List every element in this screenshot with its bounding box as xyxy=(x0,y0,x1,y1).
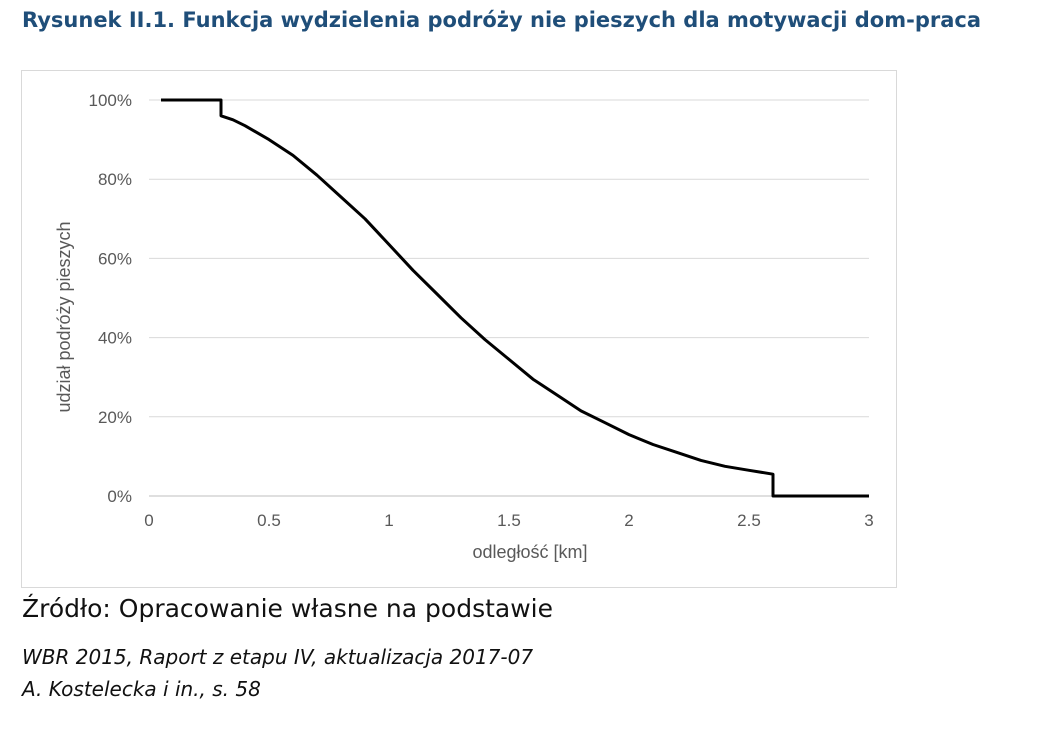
x-axis-ticks: 0 0.5 1 1.5 2 2.5 3 xyxy=(144,511,873,530)
y-tick-label: 40% xyxy=(98,329,132,348)
reference-line: A. Kostelecka i in., s. 58 xyxy=(22,677,261,701)
y-tick-label: 20% xyxy=(98,408,132,427)
y-axis-title: udział podróży pieszych xyxy=(54,221,74,412)
gridlines xyxy=(149,99,869,497)
y-axis-ticks: 0% 20% 40% 60% 80% 100% xyxy=(89,91,132,506)
series-line xyxy=(161,98,869,498)
source-caption: Źródło: Opracowanie własne na podstawie xyxy=(22,594,553,623)
reference-line: WBR 2015, Raport z etapu IV, aktualizacj… xyxy=(22,645,534,669)
y-tick-label: 100% xyxy=(89,91,132,110)
y-tick-label: 0% xyxy=(107,487,132,506)
y-tick-label: 80% xyxy=(98,170,132,189)
x-tick-label: 3 xyxy=(864,511,873,530)
x-tick-label: 1 xyxy=(384,511,393,530)
x-tick-label: 0.5 xyxy=(257,511,281,530)
figure-title: Rysunek II.1. Funkcja wydzielenia podróż… xyxy=(22,8,981,32)
y-tick-label: 60% xyxy=(98,249,132,268)
walking-share-chart: 0% 20% 40% 60% 80% 100% 0 0.5 1 1.5 2 2.5 3 odległo… xyxy=(54,91,874,562)
x-tick-label: 2 xyxy=(624,511,633,530)
x-tick-label: 1.5 xyxy=(497,511,521,530)
x-tick-label: 2.5 xyxy=(737,511,761,530)
x-tick-label: 0 xyxy=(144,511,153,530)
chart-frame: 0% 20% 40% 60% 80% 100% 0 0.5 1 1.5 2 2.5 3 odległo… xyxy=(21,70,897,588)
x-axis-title: odległość [km] xyxy=(472,542,587,562)
